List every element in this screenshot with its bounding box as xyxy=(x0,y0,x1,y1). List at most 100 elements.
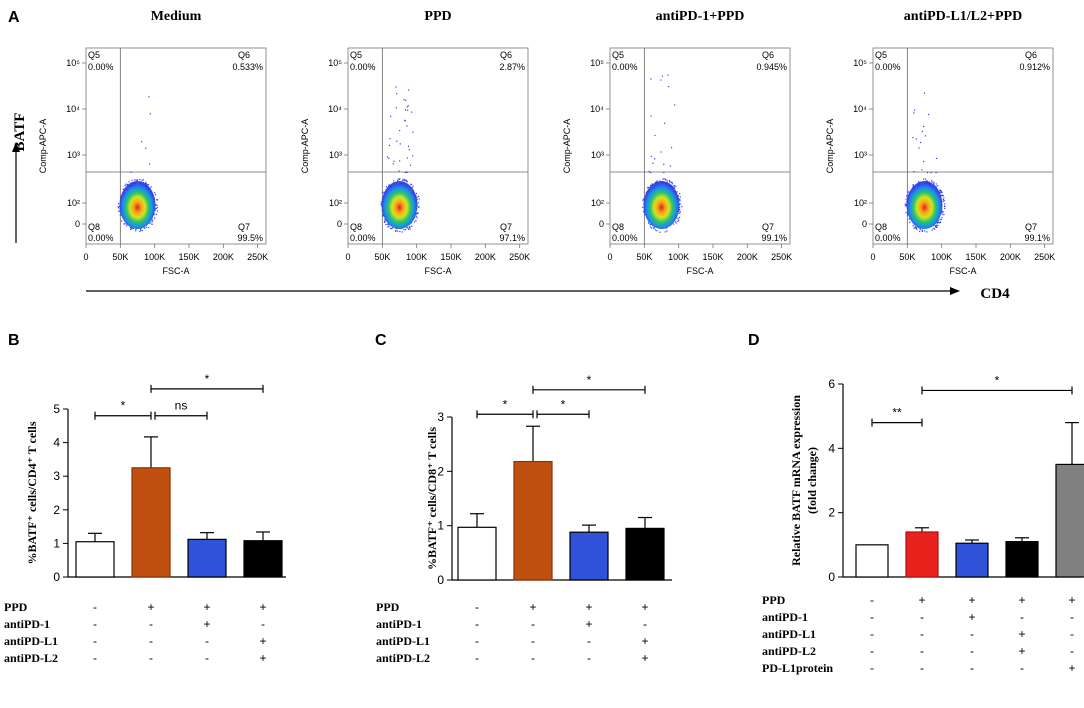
treatment-sign: - xyxy=(149,617,153,631)
cell-dot xyxy=(409,226,411,229)
cell-dot xyxy=(650,78,652,80)
treatment-sign: + xyxy=(259,634,266,648)
quadrant-q7-label: Q7 xyxy=(238,222,250,232)
cell-dot xyxy=(141,179,143,181)
significance-label: * xyxy=(503,397,508,411)
cell-dot xyxy=(904,205,906,207)
batf-arrow-head xyxy=(12,142,20,152)
cell-dot xyxy=(121,220,123,222)
treatment-sign: - xyxy=(531,634,535,648)
y-tick-label: 10⁵ xyxy=(590,58,604,68)
quadrant-q6-value: 2.87% xyxy=(499,62,525,72)
x-tick-label: 100K xyxy=(931,252,952,262)
cell-dot xyxy=(935,183,937,185)
cell-dot xyxy=(918,147,920,149)
x-tick-label: 0 xyxy=(345,252,350,262)
treatment-sign: - xyxy=(970,627,974,641)
cell-dot xyxy=(397,179,399,182)
cell-dot xyxy=(679,193,681,195)
x-tick-label: 200K xyxy=(1000,252,1021,262)
cell-dot xyxy=(666,230,668,232)
cell-dot xyxy=(939,189,941,191)
bar xyxy=(187,538,227,578)
cell-dot xyxy=(924,178,927,180)
cell-dot xyxy=(396,93,398,95)
cell-dot xyxy=(914,227,916,229)
cell-dot xyxy=(140,228,142,230)
cell-dot xyxy=(941,211,943,213)
y-tick-label: 10² xyxy=(591,198,604,208)
cell-dot xyxy=(411,111,413,113)
quadrant-q6-value: 0.912% xyxy=(1019,62,1050,72)
cell-dot xyxy=(922,160,925,163)
cell-dot xyxy=(383,220,386,222)
treatment-sign: - xyxy=(475,600,479,614)
y-tick-label: 10⁴ xyxy=(66,104,80,114)
cell-dot xyxy=(659,231,661,233)
cell-dot xyxy=(654,229,656,231)
cell-dot xyxy=(650,155,652,158)
treatment-sign: - xyxy=(1070,610,1074,624)
cell-dot xyxy=(653,227,655,229)
cell-dot xyxy=(654,134,656,136)
quadrant-q8-value: 0.00% xyxy=(88,233,114,243)
x-tick-label: 50K xyxy=(112,252,128,262)
y-tick-label: 10⁴ xyxy=(853,104,867,114)
treatment-row-label: PPD xyxy=(376,600,400,614)
cell-dot xyxy=(677,218,679,220)
panel-letter-d: D xyxy=(748,332,760,349)
cell-dot xyxy=(679,196,681,198)
quadrant-q8-label: Q8 xyxy=(875,222,887,232)
cell-dot xyxy=(905,211,907,214)
cell-dot xyxy=(384,219,386,221)
cell-dot xyxy=(392,180,395,182)
cell-dot xyxy=(937,220,939,222)
treatment-row-label: PD-L1protein xyxy=(762,661,833,675)
bar xyxy=(1055,463,1084,578)
x-tick-label: 0 xyxy=(607,252,612,262)
treatment-sign: - xyxy=(870,627,874,641)
cell-dot xyxy=(908,218,910,220)
x-axis-label: FSC-A xyxy=(425,266,452,276)
cell-dot xyxy=(142,179,144,181)
cell-dot xyxy=(384,221,386,224)
flow-plot-4: antiPD-L1/L2+PPD 0 50K 100K 150K 200K 250K FSC-… xyxy=(825,9,1055,276)
cell-dot xyxy=(128,181,130,183)
y-tick-label: 2 xyxy=(53,503,60,517)
treatment-sign: - xyxy=(149,634,153,648)
treatment-sign: + xyxy=(203,600,210,614)
x-tick-label: 0 xyxy=(870,252,875,262)
cell-dot xyxy=(674,104,676,106)
cell-dot xyxy=(662,178,664,180)
cell-dot xyxy=(150,186,152,188)
y-axis-label: Comp-APC-A xyxy=(300,119,310,174)
treatment-sign: - xyxy=(531,651,535,665)
cell-dot xyxy=(404,119,406,121)
flow-plot-title: antiPD-1+PPD xyxy=(656,9,745,24)
cell-dot xyxy=(401,179,404,181)
cell-dot xyxy=(906,195,908,197)
cell-dot xyxy=(408,149,410,151)
quadrant-q8-label: Q8 xyxy=(612,222,624,232)
cell-dot xyxy=(392,227,394,229)
cell-dot xyxy=(404,120,406,122)
cell-dot xyxy=(398,178,401,180)
cell-dot xyxy=(412,131,414,133)
cell-dot xyxy=(919,227,921,230)
cell-dot xyxy=(405,171,408,173)
x-tick-label: 150K xyxy=(178,252,199,262)
cell-dot xyxy=(679,203,681,205)
y-tick-label: 5 xyxy=(53,402,60,416)
y-tick-label: 1 xyxy=(437,519,444,533)
cell-dot xyxy=(943,214,945,216)
cell-density xyxy=(119,181,156,229)
cell-dot xyxy=(124,223,126,225)
cell-dot xyxy=(154,209,156,211)
cell-dot xyxy=(660,151,662,153)
cell-dot xyxy=(385,220,387,222)
cell-dot xyxy=(136,179,138,181)
cell-dot xyxy=(677,195,680,197)
cell-dot xyxy=(152,220,154,222)
y-tick-label: 10⁴ xyxy=(328,104,342,114)
cell-dot xyxy=(919,228,921,230)
